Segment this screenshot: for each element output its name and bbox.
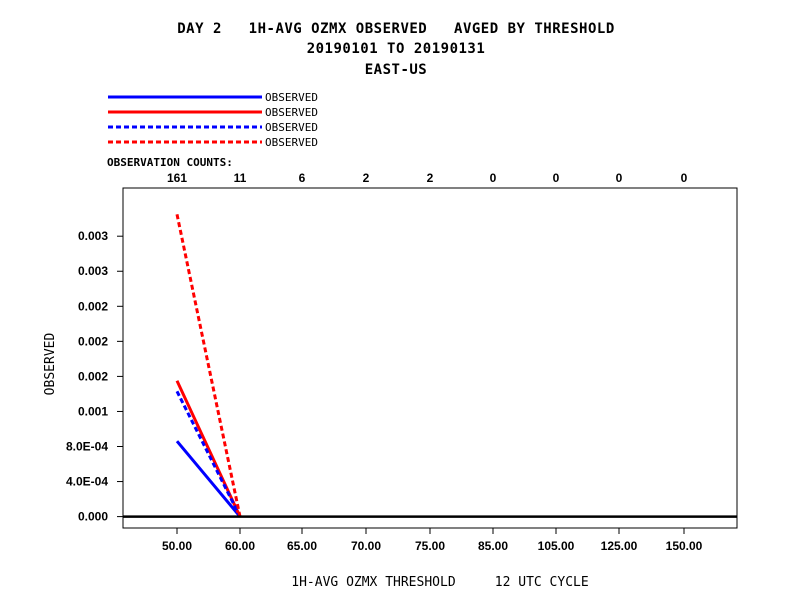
series-line xyxy=(175,390,242,518)
y-tick-label: 0.002 xyxy=(78,299,108,313)
series-line xyxy=(175,440,242,518)
series-line xyxy=(175,213,242,517)
y-tick-label: 0.001 xyxy=(78,404,108,418)
x-tick-label: 50.00 xyxy=(162,539,192,553)
legend-label: OBSERVED xyxy=(265,106,318,119)
x-axis-label: 1H-AVG OZMX THRESHOLD 12 UTC CYCLE xyxy=(291,575,588,590)
chart-title: DAY 2 1H-AVG OZMX OBSERVED AVGED BY THRE… xyxy=(177,21,615,37)
legend-label: OBSERVED xyxy=(265,121,318,134)
chart-region: EAST-US xyxy=(364,62,428,78)
observation-count: 2 xyxy=(363,171,370,185)
x-tick-label: 85.00 xyxy=(478,539,508,553)
y-tick-label: 4.0E-04 xyxy=(66,475,108,489)
legend-label: OBSERVED xyxy=(265,91,318,104)
x-tick-label: 105.00 xyxy=(538,539,575,553)
observation-count: 2 xyxy=(427,171,434,185)
y-axis-label: OBSERVED xyxy=(43,333,58,396)
observation-count: 0 xyxy=(681,171,688,185)
observation-count: 0 xyxy=(490,171,497,185)
x-tick-label: 70.00 xyxy=(351,539,381,553)
observation-count: 6 xyxy=(299,171,306,185)
observation-count: 161 xyxy=(167,171,187,185)
x-tick-label: 150.00 xyxy=(666,539,703,553)
series-lines xyxy=(175,213,242,518)
y-tick-label: 0.000 xyxy=(78,510,108,524)
x-tick-label: 75.00 xyxy=(415,539,445,553)
y-tick-label: 0.003 xyxy=(78,264,108,278)
y-tick-label: 0.003 xyxy=(78,229,108,243)
series-line xyxy=(175,380,242,518)
y-tick-label: 8.0E-04 xyxy=(66,440,108,454)
observation-count: 11 xyxy=(234,171,247,185)
observation-counts: 161 11 6 2 2 0 0 0 0 xyxy=(167,171,688,185)
legend-label: OBSERVED xyxy=(265,136,318,149)
x-axis: 50.00 60.00 65.00 70.00 75.00 85.00 105.00 125.… xyxy=(162,528,703,553)
plot-frame xyxy=(122,187,738,529)
legend: OBSERVED OBSERVED OBSERVED OBSERVED xyxy=(108,91,318,149)
x-tick-label: 65.00 xyxy=(287,539,317,553)
y-tick-label: 0.002 xyxy=(78,369,108,383)
x-tick-label: 60.00 xyxy=(225,539,255,553)
y-axis: 0.000 4.0E-04 8.0E-04 0.001 0.002 0.002 0.002 0… xyxy=(66,229,123,524)
x-tick-label: 125.00 xyxy=(601,539,638,553)
observation-count: 0 xyxy=(553,171,560,185)
observation-counts-label: OBSERVATION COUNTS: xyxy=(107,156,233,169)
chart-subtitle: 20190101 TO 20190131 xyxy=(306,41,486,57)
y-tick-label: 0.002 xyxy=(78,334,108,348)
observation-count: 0 xyxy=(616,171,623,185)
